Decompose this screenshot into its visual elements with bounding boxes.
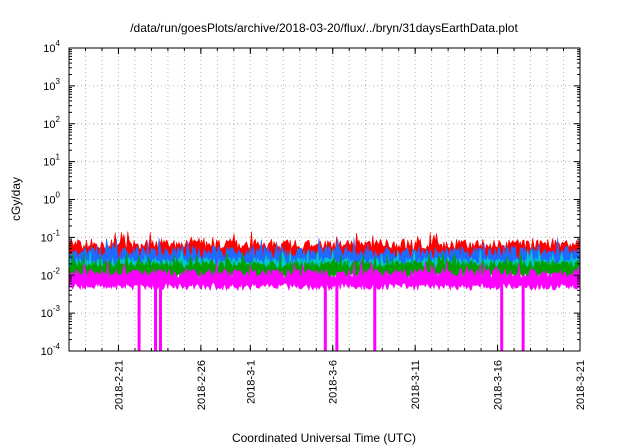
- dropout-spike: [500, 283, 504, 351]
- y-tick-label: 10-3: [41, 304, 61, 320]
- x-tick-label: 2018-3-1: [245, 360, 257, 404]
- y-tick-label: 102: [43, 115, 60, 131]
- x-axis-label: Coordinated Universal Time (UTC): [232, 431, 416, 445]
- x-tick-label: 2018-3-6: [328, 360, 340, 404]
- dropout-spike: [154, 283, 158, 351]
- y-tick-label: 101: [43, 153, 60, 169]
- ticks: 10-4 10-3 10-2 10-1 100 101 102 103 104 2018-2-21…: [41, 39, 587, 410]
- x-tick-label: 2018-3-11: [410, 360, 422, 409]
- y-tick-label: 100: [43, 191, 60, 207]
- y-axis-label: cGy/day: [9, 177, 23, 221]
- y-tick-label: 103: [43, 77, 60, 93]
- dropout-spike: [521, 283, 525, 351]
- x-tick-label: 2018-2-21: [113, 360, 125, 410]
- x-tick-label: 2018-3-16: [493, 360, 505, 410]
- dropout-spike: [335, 283, 339, 351]
- y-tick-label: 10-4: [41, 342, 61, 358]
- x-tick-label: 2018-2-26: [196, 360, 208, 410]
- grid: [69, 48, 580, 351]
- y-tick-label: 10-2: [41, 266, 61, 282]
- series-band-5: [68, 260, 580, 292]
- x-tick-label: 2018-3-21: [575, 360, 587, 410]
- dropout-spike: [323, 283, 327, 351]
- chart-title: /data/run/goesPlots/archive/2018-03-20/f…: [130, 21, 518, 35]
- dropout-spike: [158, 283, 162, 351]
- y-tick-label: 10-1: [41, 228, 61, 244]
- series-layer: [68, 231, 580, 351]
- dropout-spike: [373, 283, 377, 351]
- y-tick-label: 104: [43, 39, 60, 55]
- dropout-spike: [137, 283, 141, 351]
